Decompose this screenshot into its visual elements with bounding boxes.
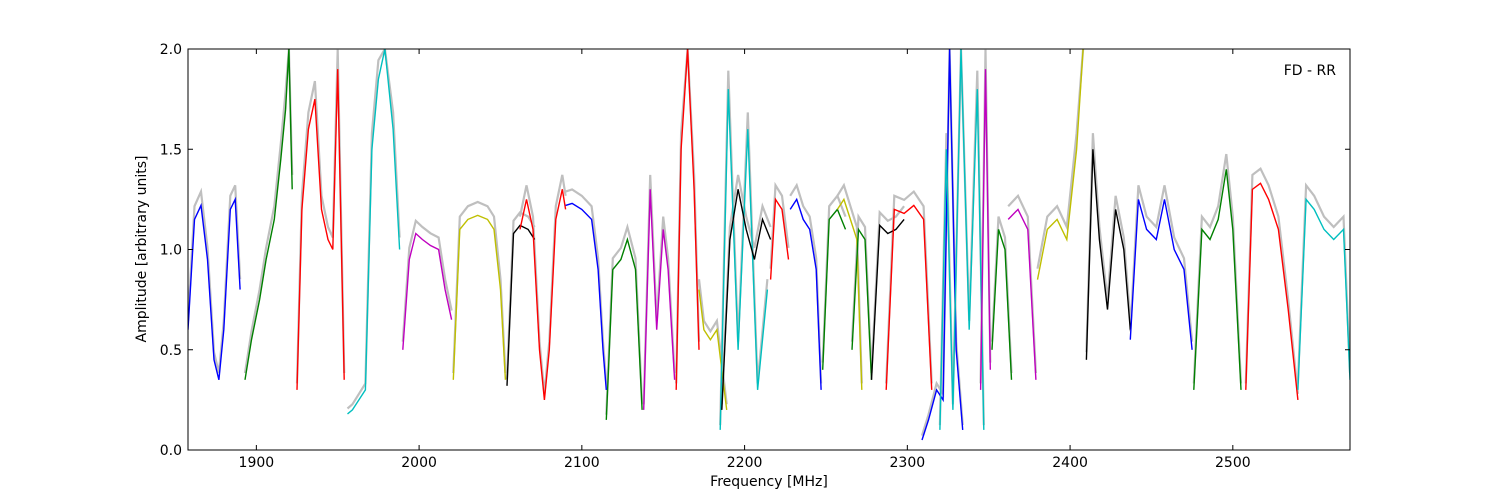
background-trace-30 bbox=[1192, 153, 1243, 384]
series-layer bbox=[188, 49, 1350, 441]
y-tick-label: 0.0 bbox=[160, 443, 182, 459]
series-line-26 bbox=[1007, 208, 1037, 380]
series-line-3 bbox=[347, 49, 401, 415]
series-line-27 bbox=[1036, 49, 1084, 280]
background-trace-23 bbox=[938, 49, 985, 426]
background-trace-27 bbox=[1036, 49, 1085, 269]
series-line-7 bbox=[519, 189, 567, 400]
x-tick-label: 2200 bbox=[727, 455, 763, 471]
series-line-0 bbox=[188, 196, 241, 380]
series-line-32 bbox=[1297, 197, 1350, 390]
y-axis-label: Amplitude [arbitrary units] bbox=[134, 156, 150, 343]
y-tick-label: 0.5 bbox=[160, 343, 182, 359]
series-line-18 bbox=[836, 197, 863, 390]
x-tick-label: 1900 bbox=[239, 455, 275, 471]
series-line-8 bbox=[565, 202, 607, 390]
background-trace-5 bbox=[452, 200, 507, 374]
x-tick-label: 2100 bbox=[564, 455, 600, 471]
x-tick-label: 2500 bbox=[1215, 455, 1251, 471]
series-line-19 bbox=[851, 227, 873, 380]
series-line-6 bbox=[506, 224, 536, 386]
background-trace-32 bbox=[1296, 182, 1350, 384]
series-line-29 bbox=[1129, 199, 1193, 350]
series-line-14 bbox=[721, 189, 772, 410]
series-line-9 bbox=[605, 237, 643, 420]
y-tick-label: 1.5 bbox=[160, 142, 182, 158]
background-trace-14 bbox=[720, 174, 772, 405]
series-line-23 bbox=[939, 49, 985, 430]
ticks-layer: 1900 2000 2100 2200 2300 2400 2500 0.0 0.5 1.0 1.5… bbox=[160, 42, 1350, 471]
series-line-20 bbox=[870, 218, 905, 380]
series-line-10 bbox=[643, 189, 676, 410]
corner-annotation: FD - RR bbox=[1284, 63, 1337, 79]
background-trace-29 bbox=[1129, 185, 1194, 342]
x-tick-label: 2400 bbox=[1052, 455, 1088, 471]
x-axis-label: Frequency [MHz] bbox=[710, 474, 828, 490]
background-trace-15 bbox=[769, 181, 790, 269]
series-line-31 bbox=[1245, 182, 1299, 400]
x-tick-label: 2000 bbox=[401, 455, 437, 471]
series-line-11 bbox=[675, 49, 700, 390]
series-line-22 bbox=[921, 49, 964, 441]
series-line-2 bbox=[296, 69, 345, 390]
series-line-13 bbox=[719, 89, 769, 430]
series-line-24 bbox=[979, 69, 991, 390]
background-trace-4 bbox=[401, 218, 453, 342]
series-line-4 bbox=[402, 232, 453, 350]
background-trace-3 bbox=[346, 49, 401, 410]
y-tick-label: 1.0 bbox=[160, 243, 182, 259]
y-tick-label: 2.0 bbox=[160, 42, 182, 58]
series-line-5 bbox=[452, 214, 507, 380]
x-tick-label: 2300 bbox=[890, 455, 926, 471]
background-trace-0 bbox=[188, 184, 242, 374]
series-line-25 bbox=[991, 229, 1013, 380]
series-line-17 bbox=[822, 208, 847, 370]
series-line-15 bbox=[769, 197, 790, 280]
background-trace-31 bbox=[1244, 167, 1299, 395]
series-line-1 bbox=[244, 49, 293, 380]
series-line-21 bbox=[885, 204, 933, 390]
series-line-28 bbox=[1085, 149, 1131, 360]
series-line-30 bbox=[1193, 169, 1242, 390]
series-line-12 bbox=[698, 289, 728, 410]
background-trace-28 bbox=[1085, 133, 1132, 353]
series-line-16 bbox=[789, 197, 822, 390]
